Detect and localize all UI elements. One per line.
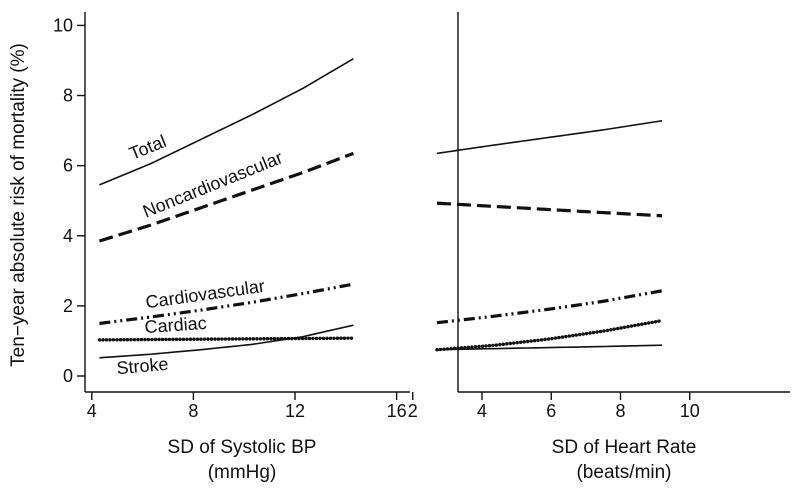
panel-heart-rate: 2 4 6 8 10 SD of Heart Rate (beats/min) xyxy=(408,12,790,483)
right-series-4-line xyxy=(435,318,664,352)
right-series xyxy=(435,119,664,352)
y-tick-label: 8 xyxy=(63,86,73,106)
x-tick-label: 4 xyxy=(87,401,97,421)
x-tick-label: 4 xyxy=(477,401,487,421)
noncardiovascular-line xyxy=(98,151,354,243)
x-tick-label: 6 xyxy=(546,401,556,421)
x-tick-label: 10 xyxy=(680,401,700,421)
right-series-2-line xyxy=(436,201,663,218)
stroke-label: Stroke xyxy=(116,354,170,378)
y-axis-title: Ten−year absolute risk of mortality (%) xyxy=(8,43,29,367)
y-tick-label: 2 xyxy=(63,296,73,316)
left-x-axis-title: SD of Systolic BP xyxy=(168,437,317,458)
x-tick-label: 2 xyxy=(408,401,418,421)
cardiovascular-line xyxy=(99,282,354,325)
y-tick-label: 10 xyxy=(53,15,73,35)
cardiac-label: Cardiac xyxy=(144,313,207,337)
right-series-1-line xyxy=(436,119,663,155)
left-series xyxy=(97,58,356,359)
x-tick-label: 8 xyxy=(615,401,625,421)
left-x-axis-unit: (mmHg) xyxy=(208,462,277,483)
right-x-axis-unit: (beats/min) xyxy=(576,462,671,483)
cardiovascular-label: Cardiovascular xyxy=(144,276,266,313)
y-tick-label: 0 xyxy=(63,366,73,386)
right-series-5-line xyxy=(436,344,663,351)
total-line xyxy=(99,58,354,186)
total-label: Total xyxy=(126,131,169,164)
x-tick-label: 12 xyxy=(285,401,305,421)
right-series-3-line xyxy=(436,289,663,325)
right-x-axis-title: SD of Heart Rate xyxy=(552,437,697,458)
x-tick-label: 8 xyxy=(188,401,198,421)
left-x-ticks: 4 8 12 16 xyxy=(87,392,407,421)
cardiac-line xyxy=(97,336,356,342)
stroke-line xyxy=(99,324,354,359)
y-tick-label: 6 xyxy=(63,156,73,176)
left-y-ticks: 0 2 4 6 8 10 xyxy=(53,15,85,386)
y-tick-label: 4 xyxy=(63,226,73,246)
right-x-ticks: 2 4 6 8 10 xyxy=(408,392,700,421)
x-tick-label: 16 xyxy=(387,401,407,421)
